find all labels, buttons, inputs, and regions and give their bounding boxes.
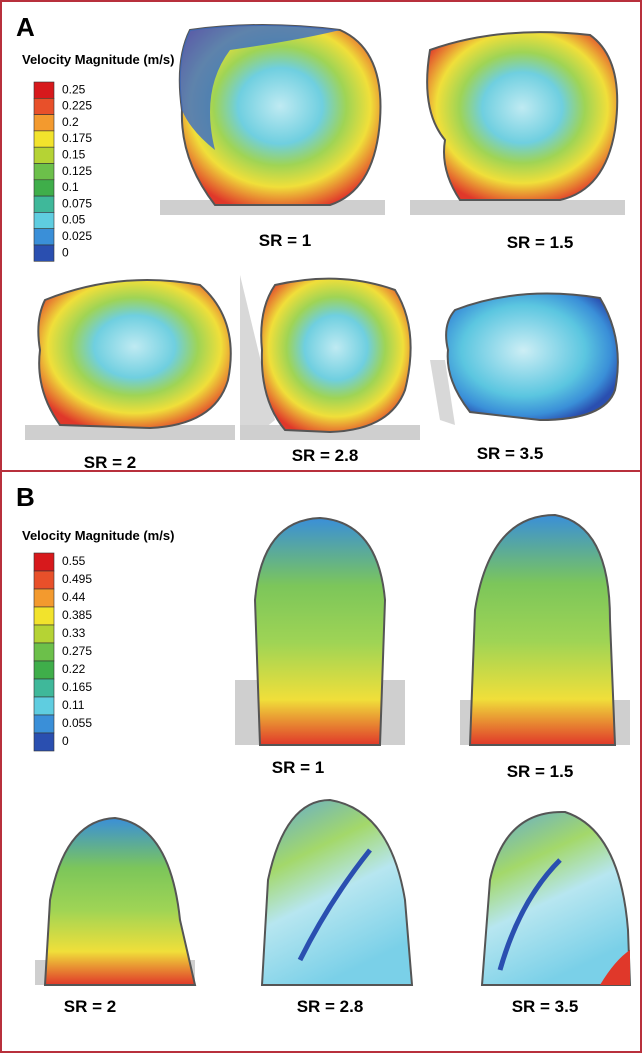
- colorbar: 0.55 0.495 0.44 0.385 0.33 0.275 0.22 0.165 0.11…: [34, 553, 92, 751]
- plot-image: [262, 800, 412, 985]
- colorbar-swatch: [34, 212, 54, 228]
- caption: SR = 1.5: [507, 233, 574, 252]
- plot-image: [235, 518, 405, 745]
- colorbar-swatch: [34, 115, 54, 131]
- plot-image: [160, 25, 385, 215]
- colorbar-label: 0.025: [62, 229, 92, 243]
- colorbar-swatch: [34, 715, 54, 733]
- panel-label: A: [16, 12, 35, 42]
- plot-image: [35, 818, 195, 985]
- colorbar-swatch: [34, 82, 54, 98]
- caption: SR = 1: [272, 758, 324, 777]
- colorbar-swatch: [34, 661, 54, 679]
- colorbar-swatch: [34, 98, 54, 114]
- colorbar-swatch: [34, 147, 54, 163]
- colorbar-label: 0.15: [62, 148, 86, 162]
- colorbar-label: 0: [62, 734, 69, 748]
- colorbar-label: 0.275: [62, 644, 92, 658]
- plot-image: [460, 515, 630, 745]
- colorbar-label: 0.125: [62, 164, 92, 178]
- plot-image: [482, 812, 630, 985]
- colorbar-swatch: [34, 553, 54, 571]
- colorbar-label: 0.075: [62, 196, 92, 210]
- colorbar-swatch: [34, 131, 54, 147]
- colorbar-label: 0.175: [62, 131, 92, 145]
- caption: SR = 2: [64, 997, 116, 1016]
- colorbar-label: 0.385: [62, 608, 92, 622]
- colorbar-swatch: [34, 607, 54, 625]
- colorbar-label: 0.55: [62, 554, 86, 568]
- colorbar-swatch: [34, 196, 54, 212]
- legend-title: Velocity Magnitude (m/s): [22, 52, 174, 67]
- caption: SR = 2.8: [297, 997, 364, 1016]
- colorbar-label: 0.05: [62, 213, 86, 227]
- colorbar-label: 0.495: [62, 572, 92, 586]
- colorbar-swatch: [34, 733, 54, 751]
- plot-image: [25, 280, 235, 440]
- colorbar-swatch: [34, 229, 54, 245]
- colorbar-label: 0.44: [62, 590, 86, 604]
- caption: SR = 1.5: [507, 762, 574, 781]
- colorbar-swatch: [34, 679, 54, 697]
- plot-image: [240, 275, 420, 440]
- colorbar: 0.25 0.225 0.2 0.175 0.15 0.125 0.1 0.075 0.05 0.…: [34, 82, 92, 261]
- colorbar-label: 0.055: [62, 716, 92, 730]
- colorbar-swatch: [34, 625, 54, 643]
- plot-image: [430, 294, 618, 425]
- figure: A Velocity Magnitude (m/s) 0.250.2250.20…: [0, 0, 642, 1053]
- colorbar-label: 0.25: [62, 82, 86, 96]
- colorbar-label: 0.2: [62, 115, 79, 129]
- colorbar-swatch: [34, 697, 54, 715]
- panel-label: B: [16, 482, 35, 512]
- colorbar-label: 0.33: [62, 626, 86, 640]
- caption: SR = 3.5: [477, 444, 544, 463]
- colorbar-label: 0.11: [62, 698, 85, 712]
- colorbar-swatch: [34, 180, 54, 196]
- colorbar-label: 0: [62, 245, 69, 259]
- plot-image: [410, 32, 625, 215]
- colorbar-label: 0.1: [62, 180, 79, 194]
- caption: SR = 1: [259, 231, 311, 250]
- colorbar-swatch: [34, 571, 54, 589]
- colorbar-label: 0.225: [62, 99, 92, 113]
- colorbar-swatch: [34, 643, 54, 661]
- colorbar-swatch: [34, 164, 54, 180]
- caption: SR = 3.5: [512, 997, 579, 1016]
- colorbar-label: 0.165: [62, 680, 92, 694]
- colorbar-label: 0.22: [62, 662, 86, 676]
- caption: SR = 2.8: [292, 446, 359, 465]
- colorbar-swatch: [34, 245, 54, 261]
- colorbar-swatch: [34, 589, 54, 607]
- caption: SR = 2: [84, 453, 136, 472]
- legend-title: Velocity Magnitude (m/s): [22, 528, 174, 543]
